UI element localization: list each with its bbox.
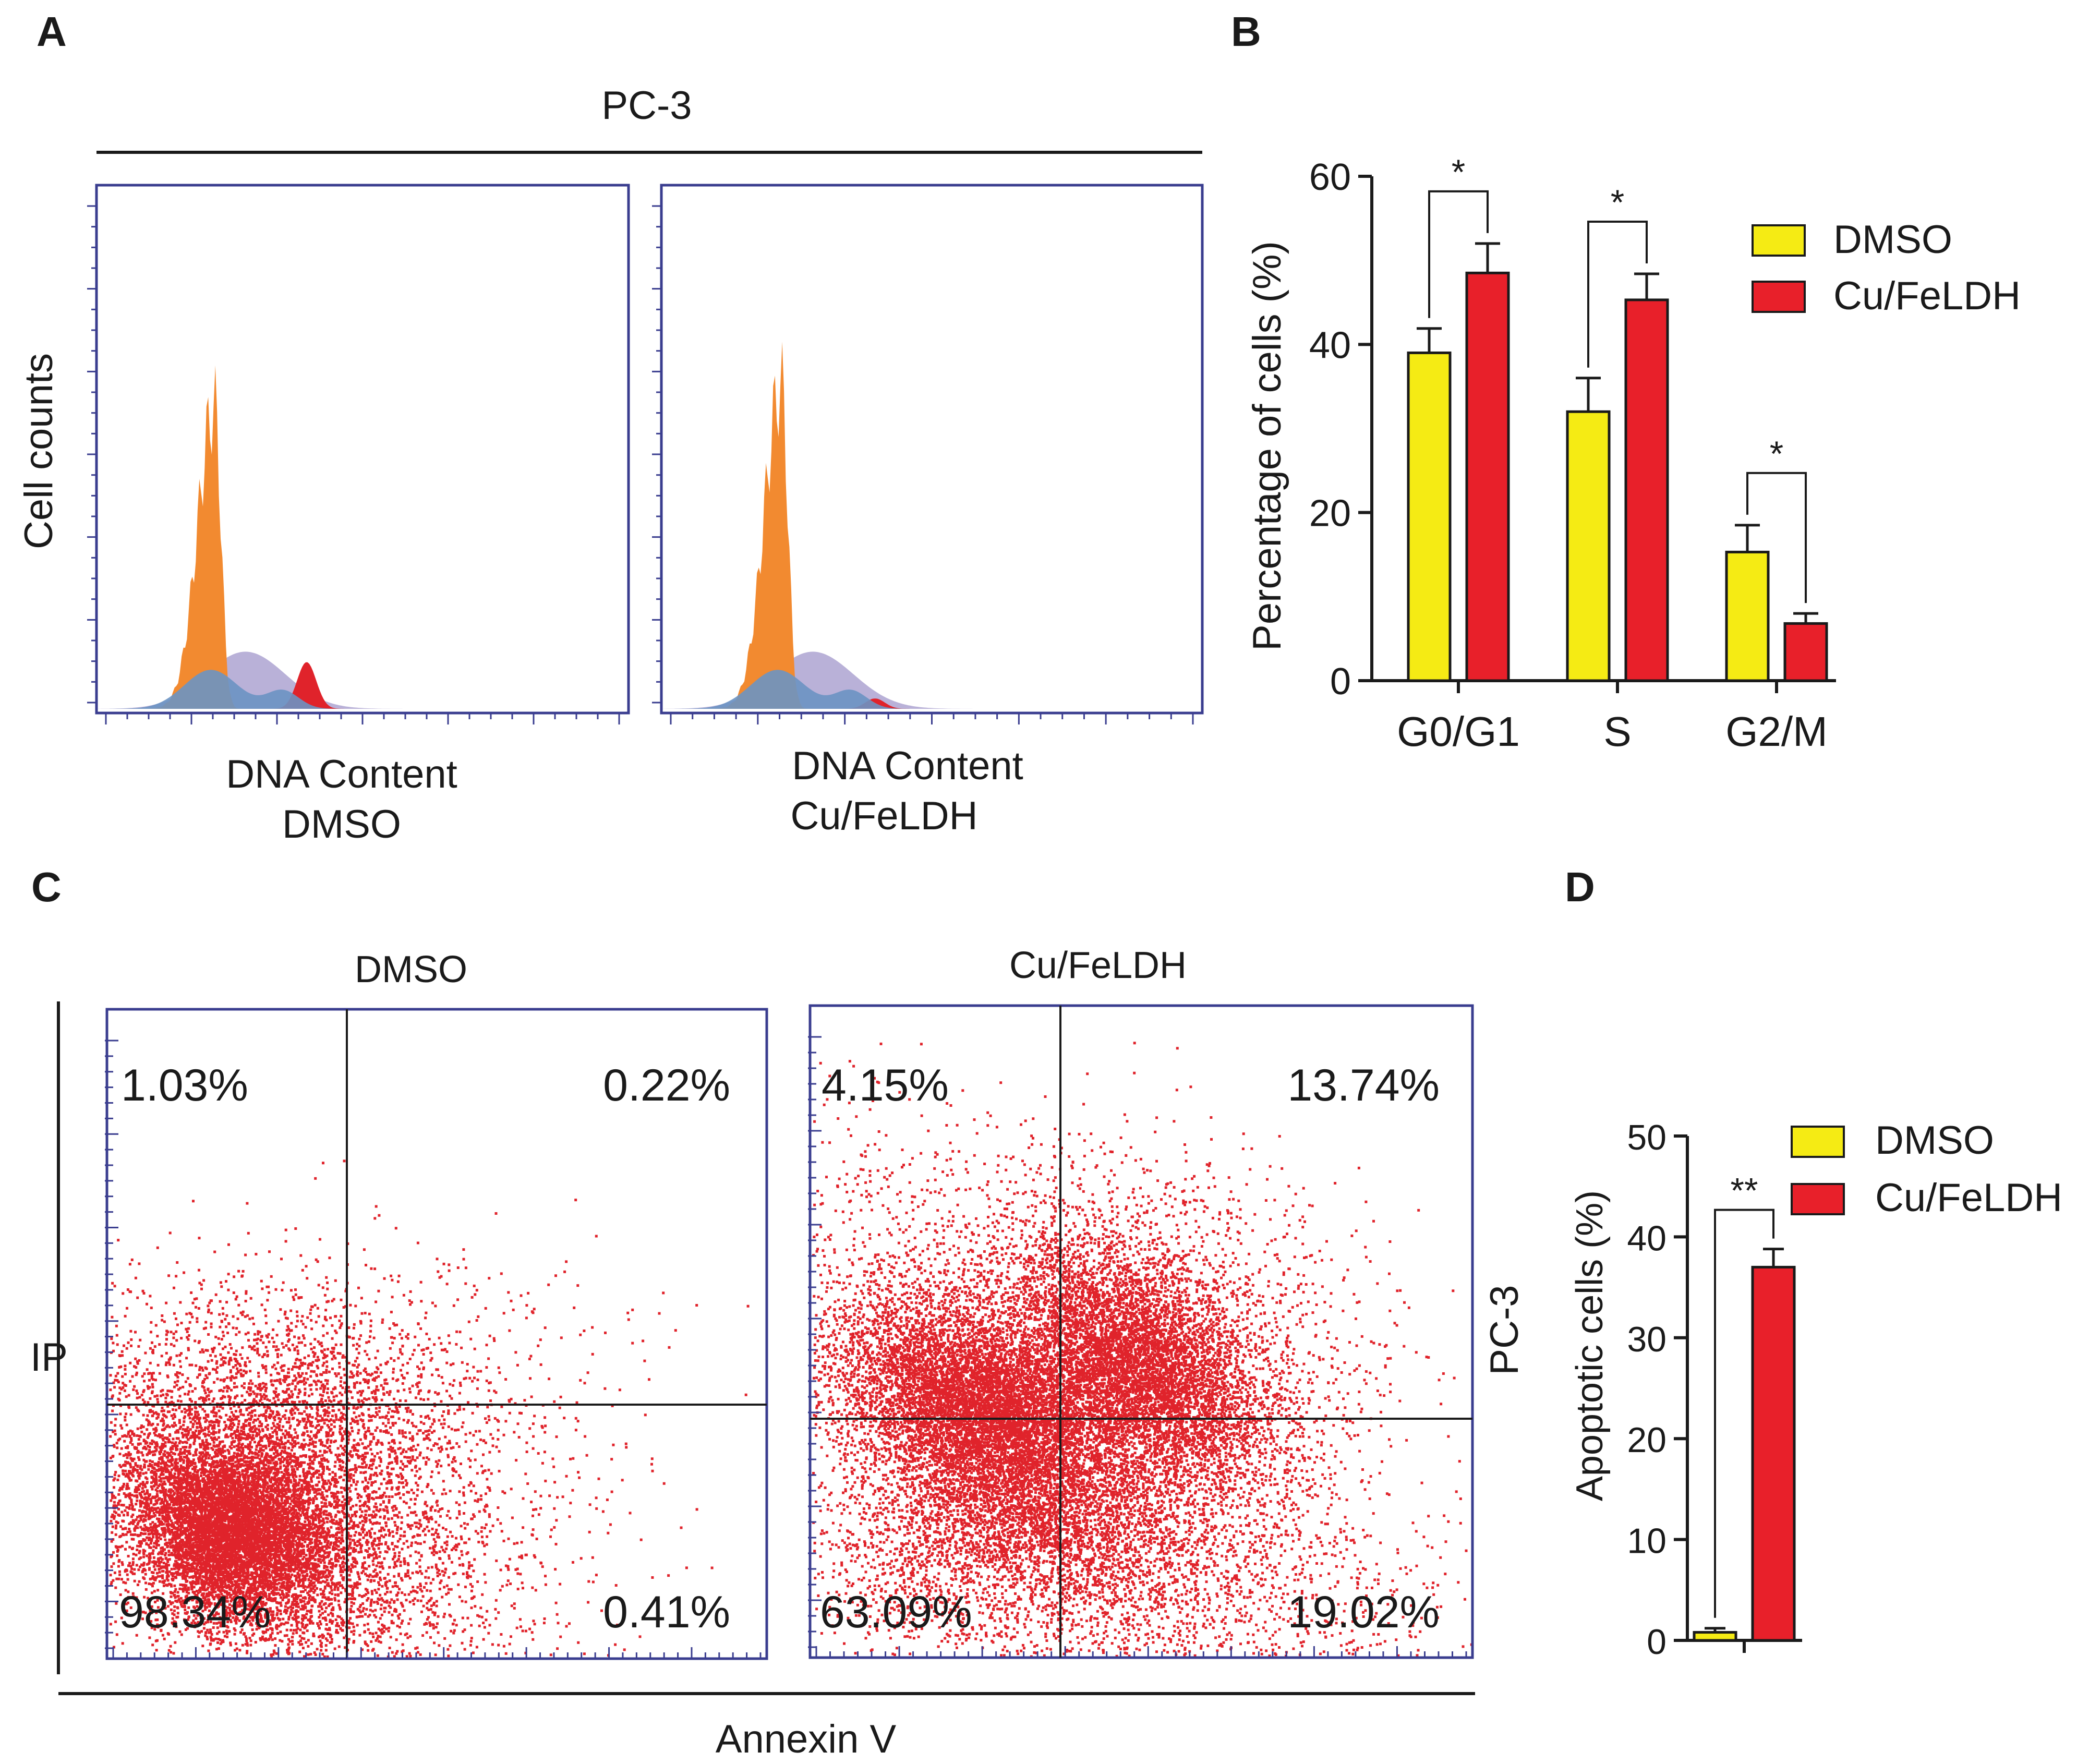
x-tick-label: G0/G1: [1397, 708, 1520, 755]
significance-mark: **: [1731, 1171, 1758, 1211]
significance-bracket: [1587, 220, 1648, 368]
histogram-cu-feldh: [652, 184, 1204, 724]
scatter-dot-cluster: [109, 1243, 688, 1659]
y-tick-label: 20: [1627, 1420, 1667, 1460]
panel-a-ylabel: Cell counts: [17, 353, 61, 549]
bar-cu-feldh: [1751, 1265, 1796, 1642]
y-tick-label: 40: [1627, 1218, 1667, 1258]
panel-a-letter: A: [37, 8, 67, 55]
histogram-dmso-xlabel-line1: DNA Content: [226, 752, 457, 796]
y-tick-label: 30: [1627, 1320, 1667, 1359]
quadrant-lr-value: 19.02%: [1287, 1587, 1440, 1637]
histogram-dmso: [87, 184, 630, 724]
scatter-dot-cluster: [112, 1228, 615, 1600]
quadrant-ll-value: 63.09%: [820, 1587, 972, 1637]
x-tick-label: S: [1603, 708, 1631, 755]
significance-mark: *: [1770, 434, 1783, 474]
panel-c-xlabel: Annexin V: [716, 1717, 897, 1761]
bar-dmso: [1693, 1631, 1737, 1642]
scatter-dmso: 1.03% 0.22% 98.34% 0.41%: [105, 1008, 768, 1660]
y-tick-label: 0: [1647, 1622, 1667, 1662]
y-tick-label: 0: [1330, 661, 1351, 703]
legend-label-cu-feldh: Cu/FeLDH: [1833, 274, 2021, 318]
panel-d: D Apoptotic cells (%) 0 10 20 30 40 50 ** DMS…: [1565, 864, 2062, 1662]
bar-cu-feldh-g2-m: [1783, 622, 1828, 682]
scatter-cu-title: Cu/FeLDH: [1009, 945, 1187, 986]
x-tick-label: G2/M: [1725, 708, 1828, 755]
panel-c-side-label: PC-3: [1482, 1285, 1527, 1375]
histogram-subpopulation: [661, 670, 1202, 709]
scatter-dmso-title: DMSO: [355, 949, 467, 990]
scatter-dot-cluster: [925, 1164, 1408, 1632]
scatter-frame: [105, 1008, 768, 1660]
panel-b-letter: B: [1231, 8, 1261, 55]
legend-swatch-dmso: [1791, 1126, 1845, 1158]
quadrant-ur-value: 13.74%: [1287, 1060, 1440, 1110]
histogram-frame: [95, 184, 630, 715]
significance-bracket: [1746, 472, 1807, 603]
panel-d-legend: DMSO Cu/FeLDH: [1791, 1118, 2062, 1220]
legend-swatch-dmso: [1752, 224, 1806, 257]
legend-label-dmso: DMSO: [1833, 218, 1952, 262]
panel-b-ylabel: Percentage of cells (%): [1245, 241, 1289, 651]
quadrant-ur-value: 0.22%: [603, 1060, 730, 1110]
panel-c-ylabel: IP: [30, 1335, 68, 1380]
bar-dmso-g0-g1: [1407, 351, 1452, 682]
panel-b: B Percentage of cells (%) 0 20 40 60 G0/G1 S G…: [1231, 8, 2021, 755]
bar-cu-feldh-g0-g1: [1465, 271, 1510, 682]
histogram-frame: [660, 184, 1204, 715]
panel-b-legend: DMSO Cu/FeLDH: [1752, 218, 2021, 318]
quadrant-ul-value: 1.03%: [121, 1060, 248, 1110]
histogram-subpopulation: [96, 670, 629, 709]
histogram-g1-peak: [661, 342, 1202, 709]
quadrant-ll-value: 98.34%: [119, 1587, 271, 1637]
significance-bracket: [1714, 1209, 1774, 1618]
histogram-g1-peak: [96, 365, 629, 709]
histogram-dmso-xlabel-line2: DMSO: [282, 802, 401, 847]
legend-swatch-cu-feldh: [1752, 281, 1806, 313]
significance-mark: *: [1611, 183, 1624, 222]
bar-dmso-s: [1566, 410, 1611, 682]
scatter-dot-cluster: [812, 1436, 1094, 1657]
panel-c-letter: C: [31, 864, 62, 910]
y-tick-label: 50: [1627, 1118, 1667, 1157]
legend-swatch-cu-feldh: [1791, 1183, 1845, 1215]
scatter-frame: [808, 1004, 1474, 1659]
panel-d-ylabel: Apoptotic cells (%): [1569, 1190, 1611, 1501]
significance-bracket: [1428, 190, 1489, 318]
histogram-cu-xlabel-line1: DNA Content: [792, 744, 1023, 788]
bar-cu-feldh-s: [1624, 298, 1669, 682]
quadrant-ul-value: 4.15%: [822, 1060, 949, 1110]
quadrant-lr-value: 0.41%: [603, 1587, 730, 1637]
panel-d-letter: D: [1565, 864, 1595, 910]
panel-a-cell-line: PC-3: [601, 83, 692, 128]
y-tick-label: 10: [1627, 1521, 1667, 1561]
y-tick-label: 40: [1309, 324, 1351, 366]
y-tick-label: 20: [1309, 493, 1351, 535]
y-tick-label: 60: [1309, 156, 1351, 198]
panel-c: C IP Annexin V PC-3 DMSO Cu/FeLDH 1.03% …: [30, 864, 1527, 1761]
bar-dmso-g2-m: [1725, 550, 1770, 682]
panel-a: A PC-3 Cell counts DNA Content DMSO DNA …: [17, 8, 1204, 847]
histogram-cu-xlabel-line2: Cu/FeLDH: [791, 794, 978, 838]
significance-mark: *: [1452, 152, 1465, 192]
legend-label-dmso: DMSO: [1875, 1118, 1994, 1163]
scatter-cu-feldh: 4.15% 13.74% 63.09% 19.02%: [808, 1004, 1474, 1659]
legend-label-cu-feldh: Cu/FeLDH: [1875, 1176, 2062, 1220]
